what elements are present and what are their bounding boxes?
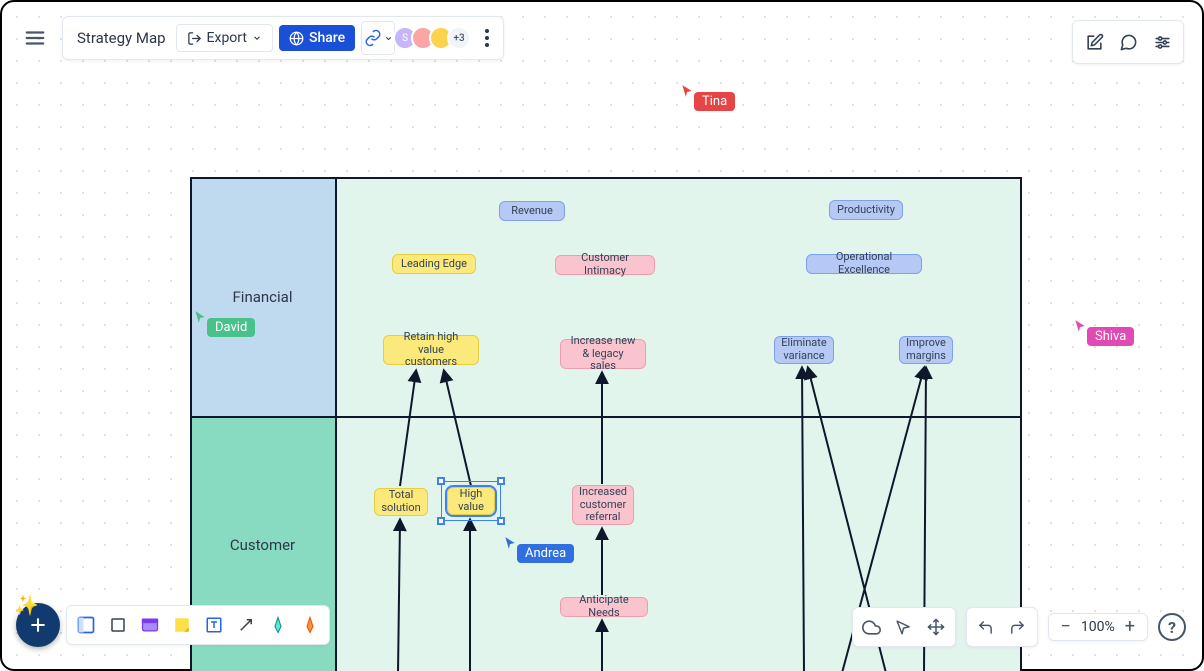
- highlighter-tool[interactable]: [295, 610, 325, 640]
- node-antic[interactable]: Anticipate Needs: [560, 597, 648, 617]
- selection-handle[interactable]: [497, 517, 505, 525]
- cursor-icon: [193, 310, 207, 324]
- share-button[interactable]: Share: [279, 25, 355, 51]
- cursor-label: Tina: [694, 92, 735, 111]
- collaborator-avatars[interactable]: S +3: [399, 26, 471, 50]
- container-tool[interactable]: [135, 610, 165, 640]
- cursor-label: Andrea: [517, 544, 574, 563]
- redo-button[interactable]: [1003, 612, 1033, 642]
- node-opex[interactable]: Operational Excellence: [806, 254, 922, 274]
- node-leading[interactable]: Leading Edge: [392, 254, 476, 274]
- cloud-sync-icon[interactable]: [857, 612, 887, 642]
- zoom-level[interactable]: 100%: [1081, 619, 1115, 635]
- zoom-control: − 100% +: [1048, 613, 1148, 641]
- selection-box: [441, 481, 501, 521]
- cursor-icon: [680, 84, 694, 98]
- top-right-toolbar: [1072, 20, 1184, 64]
- pen-tool[interactable]: [263, 610, 293, 640]
- shape-tool[interactable]: [103, 610, 133, 640]
- cursor-label: David: [207, 318, 255, 337]
- zoom-out-button[interactable]: −: [1057, 618, 1075, 636]
- bottom-right-toolbar: − 100% + ?: [852, 607, 1186, 647]
- zoom-in-button[interactable]: +: [1121, 618, 1139, 636]
- tool-strip: [66, 605, 330, 645]
- pointer-tool[interactable]: [889, 612, 919, 642]
- sticky-note-tool[interactable]: [167, 610, 197, 640]
- avatar-more[interactable]: +3: [447, 26, 471, 50]
- edit-button[interactable]: [1077, 25, 1111, 59]
- node-total-sol[interactable]: Total solution: [374, 488, 428, 516]
- menu-button[interactable]: [16, 19, 54, 57]
- cursor-icon: [1073, 319, 1087, 333]
- help-button[interactable]: ?: [1158, 613, 1186, 641]
- add-button[interactable]: ✨: [16, 603, 60, 647]
- edge[interactable]: [802, 368, 804, 671]
- edge[interactable]: [444, 371, 471, 486]
- connector-tool[interactable]: [231, 610, 261, 640]
- node-imp-marg[interactable]: Improve margins: [899, 336, 953, 364]
- selection-handle[interactable]: [437, 517, 445, 525]
- settings-button[interactable]: [1145, 25, 1179, 59]
- node-productivity[interactable]: Productivity: [829, 200, 903, 220]
- node-inc-ref[interactable]: Increased customer referral: [572, 485, 634, 525]
- node-retain[interactable]: Retain high value customers: [383, 335, 479, 365]
- edge[interactable]: [400, 371, 416, 486]
- document-toolbar: Strategy Map Export Share S +3: [62, 16, 504, 60]
- canvas[interactable]: FinancialCustomer RevenueProductivityLea…: [2, 2, 1202, 669]
- integrations-button[interactable]: [361, 21, 395, 55]
- export-label: Export: [207, 30, 247, 46]
- selection-handle[interactable]: [437, 477, 445, 485]
- text-tool[interactable]: [199, 610, 229, 640]
- pan-tool[interactable]: [921, 612, 951, 642]
- document-title[interactable]: Strategy Map: [67, 29, 176, 47]
- export-button[interactable]: Export: [176, 24, 273, 52]
- top-toolbar: Strategy Map Export Share S +3: [16, 16, 504, 60]
- node-elim-var[interactable]: Eliminate variance: [774, 336, 834, 364]
- edge[interactable]: [398, 520, 400, 671]
- node-inc-sales[interactable]: Increase new & legacy sales: [560, 339, 646, 369]
- bottom-left-toolbar: ✨: [16, 603, 330, 647]
- comments-button[interactable]: [1111, 25, 1145, 59]
- frame-tool[interactable]: [71, 610, 101, 640]
- selection-handle[interactable]: [497, 477, 505, 485]
- cursor-icon: [503, 536, 517, 550]
- share-label: Share: [309, 30, 345, 46]
- node-cust-int[interactable]: Customer Intimacy: [555, 255, 655, 275]
- node-revenue[interactable]: Revenue: [499, 201, 565, 221]
- cursor-label: Shiva: [1087, 327, 1134, 346]
- more-menu-button[interactable]: [475, 28, 499, 49]
- sparkle-icon: ✨: [14, 593, 39, 617]
- undo-button[interactable]: [971, 612, 1001, 642]
